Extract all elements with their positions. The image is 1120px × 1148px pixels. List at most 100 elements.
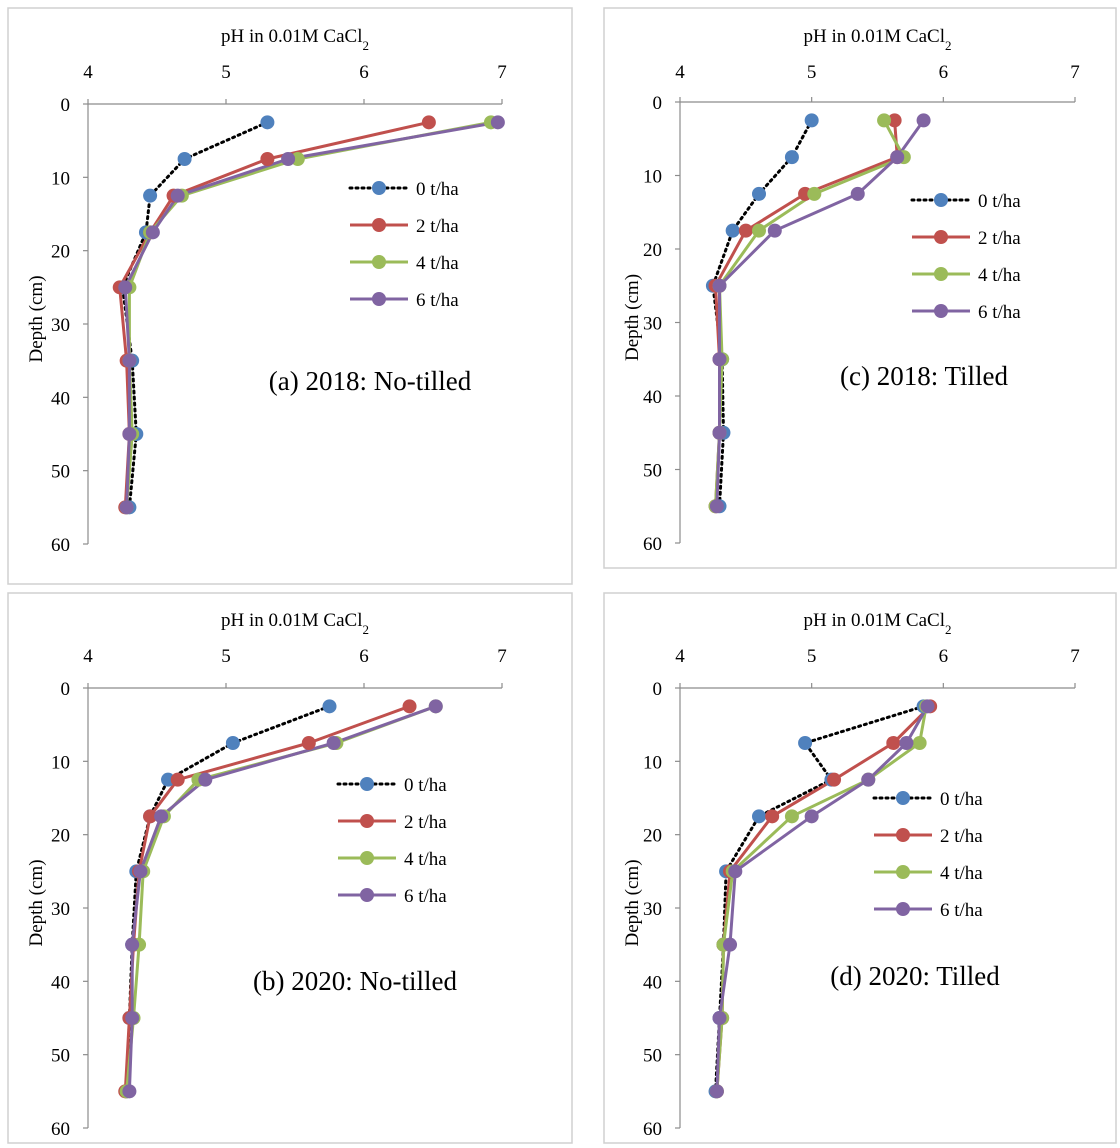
chart-panel-3: 4 5 6 7 0 10 20 30 40 50 60 pH in 0.01M CaCl2 Depth … <box>7 592 573 1144</box>
legend-label: 2 t/ha <box>940 826 983 847</box>
legend-label: 6 t/ha <box>940 900 983 921</box>
data-point <box>712 278 727 293</box>
data-point <box>133 864 148 879</box>
legend-marker <box>360 777 374 791</box>
x-tick-label: 5 <box>221 646 231 667</box>
data-point <box>804 113 819 128</box>
data-point <box>122 427 137 441</box>
legend-marker <box>896 791 910 805</box>
data-point <box>861 772 876 787</box>
y-tick-label: 50 <box>51 1046 70 1067</box>
chart-title-subscript: 2 <box>362 622 369 637</box>
y-tick-label: 0 <box>653 679 663 700</box>
chart-title-subscript: 2 <box>362 38 369 53</box>
y-tick-label: 10 <box>51 752 70 773</box>
data-point <box>143 809 158 824</box>
data-point <box>767 223 782 238</box>
x-tick-label: 5 <box>807 646 817 667</box>
x-tick-label: 7 <box>1070 646 1080 667</box>
legend-marker <box>372 255 386 269</box>
y-axis-label: Depth (cm) <box>622 274 643 361</box>
data-point <box>301 736 316 750</box>
data-point <box>725 223 740 238</box>
data-point <box>260 115 275 130</box>
y-tick-label: 50 <box>51 462 70 483</box>
data-point <box>143 188 158 203</box>
chart-panel-1: 4 5 6 7 0 10 20 30 40 50 60 pH in 0.01M CaCl2 Depth … <box>7 7 573 585</box>
data-point <box>402 699 417 714</box>
data-point <box>723 937 738 952</box>
series-line-6-t-ha <box>715 119 925 507</box>
x-tick-label: 6 <box>939 62 949 83</box>
legend-marker <box>896 865 910 879</box>
legend-label: 0 t/ha <box>940 789 983 810</box>
legend-marker <box>372 218 386 232</box>
data-point <box>122 1084 137 1099</box>
legend-marker <box>372 181 386 195</box>
legend-label: 4 t/ha <box>416 253 459 274</box>
data-point <box>738 223 753 238</box>
x-tick-label: 7 <box>497 646 507 667</box>
legend-marker <box>934 304 948 318</box>
data-point <box>326 736 341 750</box>
chart-title-subscript: 2 <box>945 622 952 637</box>
y-axis-label: Depth (cm) <box>622 859 643 946</box>
legend-marker <box>372 292 386 306</box>
data-point <box>260 152 275 166</box>
data-point <box>709 1084 724 1099</box>
y-tick-label: 40 <box>51 972 70 993</box>
data-point <box>804 809 819 824</box>
data-point <box>807 186 822 201</box>
data-point <box>752 186 766 201</box>
data-point <box>827 772 842 787</box>
panel-border <box>7 7 573 585</box>
chart-title-main: pH in 0.01M CaCl <box>804 610 945 631</box>
data-point <box>177 152 192 166</box>
data-point <box>798 736 813 750</box>
legend-label: 0 t/ha <box>978 191 1021 212</box>
data-point <box>712 1011 727 1025</box>
y-tick-label: 60 <box>643 534 662 555</box>
data-point <box>125 937 140 952</box>
y-tick-label: 30 <box>51 899 70 920</box>
data-point <box>490 115 505 130</box>
data-point <box>118 280 133 295</box>
data-point <box>712 425 727 440</box>
y-axis-label: Depth (cm) <box>26 859 47 946</box>
x-tick-label: 5 <box>807 62 817 83</box>
x-tick-label: 7 <box>1070 62 1080 83</box>
series-line-6-t-ha <box>715 705 929 1092</box>
legend-label: 6 t/ha <box>404 886 447 907</box>
data-point <box>290 152 305 166</box>
legend-label: 2 t/ha <box>404 812 447 833</box>
panel-border <box>603 592 1117 1144</box>
y-tick-label: 20 <box>643 240 662 261</box>
legend-marker <box>896 902 910 916</box>
y-tick-label: 10 <box>643 167 662 188</box>
data-point <box>198 772 213 787</box>
chart-title: pH in 0.01M CaCl2 <box>804 26 952 53</box>
data-point <box>916 113 931 128</box>
panel-annotation: (d) 2020: Tilled <box>830 961 1000 991</box>
x-tick-label: 7 <box>497 62 507 83</box>
chart-panel-4: 4 5 6 7 0 10 20 30 40 50 60 pH in 0.01M CaCl2 Depth … <box>603 592 1117 1144</box>
data-point <box>912 736 927 750</box>
data-point <box>712 352 727 367</box>
legend-label: 2 t/ha <box>416 216 459 237</box>
data-point <box>899 736 914 750</box>
y-tick-label: 60 <box>51 1119 70 1140</box>
chart-title: pH in 0.01M CaCl2 <box>221 610 369 637</box>
data-point <box>322 699 337 714</box>
data-point <box>154 809 169 824</box>
series-line-0-t-ha <box>121 120 269 509</box>
y-tick-label: 60 <box>643 1119 662 1140</box>
x-tick-label: 5 <box>221 62 231 83</box>
data-point <box>421 115 436 130</box>
data-point <box>887 113 902 128</box>
data-point <box>225 736 240 750</box>
panel-border <box>603 7 1117 569</box>
legend-label: 0 t/ha <box>416 179 459 200</box>
y-tick-label: 10 <box>51 168 70 189</box>
x-tick-label: 4 <box>675 62 685 83</box>
